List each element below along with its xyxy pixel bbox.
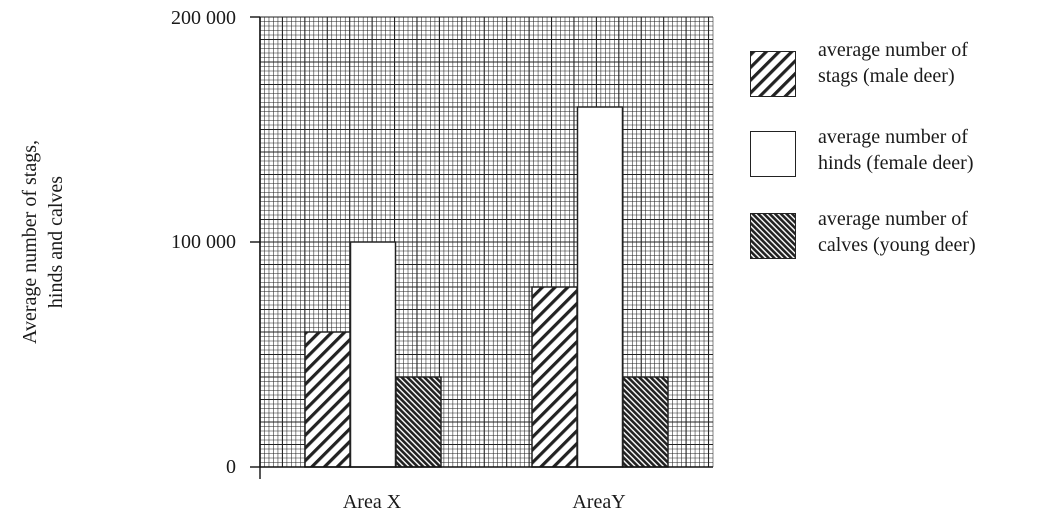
legend-label-calves: average number of calves (young deer)	[818, 208, 976, 256]
legend-label-hinds: average number of hinds (female deer)	[818, 126, 974, 174]
legend-swatch-calves	[750, 213, 796, 259]
bar	[576, 106, 624, 468]
bar	[349, 241, 397, 468]
x-category-label: Area X	[342, 491, 402, 513]
bar	[622, 376, 669, 468]
bar	[304, 331, 351, 468]
legend-swatch-stags	[750, 51, 796, 97]
bar	[395, 376, 442, 468]
axes-group	[250, 16, 713, 479]
y-tick-label: 100 000	[171, 231, 236, 253]
y-tick-label: 0	[226, 456, 236, 478]
y-tick-label: 200 000	[171, 7, 236, 29]
y-axis-label-line-2: hinds and calves	[45, 175, 67, 309]
y-axis-label: Average number of stags, hinds and calve…	[17, 52, 73, 432]
y-axis-label-line-1: Average number of stags,	[19, 140, 41, 345]
legend-label-stags: average number of stags (male deer)	[818, 39, 968, 87]
bar	[531, 286, 578, 468]
legend-swatch-hinds	[750, 131, 796, 177]
x-category-label: AreaY	[572, 491, 626, 513]
